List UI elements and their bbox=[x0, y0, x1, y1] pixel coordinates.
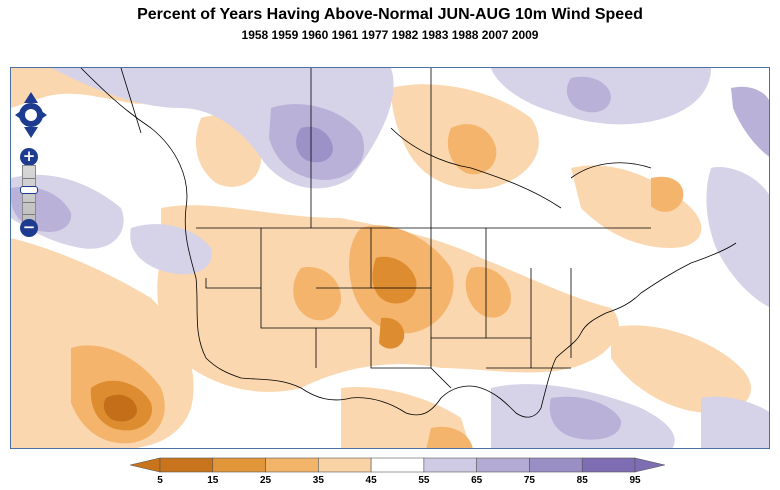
legend-arrow-high bbox=[634, 457, 666, 473]
pan-arrows-icon[interactable] bbox=[14, 90, 48, 140]
legend-tick-label: 75 bbox=[523, 475, 535, 486]
legend-swatch bbox=[423, 457, 477, 473]
legend-tick-label: 85 bbox=[576, 475, 588, 486]
legend-tick-label: 5 bbox=[157, 475, 163, 486]
legend-tick-label: 95 bbox=[629, 475, 641, 486]
legend-tick-label: 65 bbox=[471, 475, 483, 486]
legend-swatch bbox=[318, 457, 372, 473]
map-viewport[interactable]: + − bbox=[10, 67, 770, 449]
legend-swatch bbox=[265, 457, 319, 473]
wind-speed-map[interactable] bbox=[11, 68, 770, 449]
legend-tick-label: 35 bbox=[312, 475, 324, 486]
anomaly-shading-darkest-orange bbox=[103, 394, 137, 422]
legend-swatch bbox=[159, 457, 214, 473]
legend-tick-label: 25 bbox=[259, 475, 272, 486]
legend-swatch bbox=[581, 457, 636, 473]
legend-swatch bbox=[370, 457, 425, 473]
zoom-slider-handle[interactable] bbox=[20, 186, 38, 194]
legend-arrow-low bbox=[129, 457, 161, 473]
pan-control[interactable] bbox=[14, 90, 48, 140]
legend-tick-label: 15 bbox=[207, 475, 219, 486]
map-subtitle: 1958 1959 1960 1961 1977 1982 1983 1988 … bbox=[241, 28, 539, 42]
legend-swatch bbox=[529, 457, 583, 473]
legend-swatch bbox=[212, 457, 266, 473]
political-boundaries bbox=[80, 68, 737, 418]
zoom-slider[interactable] bbox=[20, 165, 38, 225]
legend-colorbar bbox=[129, 457, 666, 473]
legend-swatch bbox=[476, 457, 530, 473]
anomaly-shading-dark-purple bbox=[296, 126, 333, 163]
zoom-in-button[interactable]: + bbox=[20, 148, 38, 166]
legend-tick-label: 55 bbox=[418, 475, 430, 486]
zoom-out-button[interactable]: − bbox=[20, 219, 38, 237]
color-legend: 5 15 25 35 45 55 65 75 85 95 bbox=[129, 456, 666, 490]
map-title: Percent of Years Having Above-Normal JUN… bbox=[137, 6, 643, 23]
legend-tick-label: 45 bbox=[365, 475, 377, 486]
